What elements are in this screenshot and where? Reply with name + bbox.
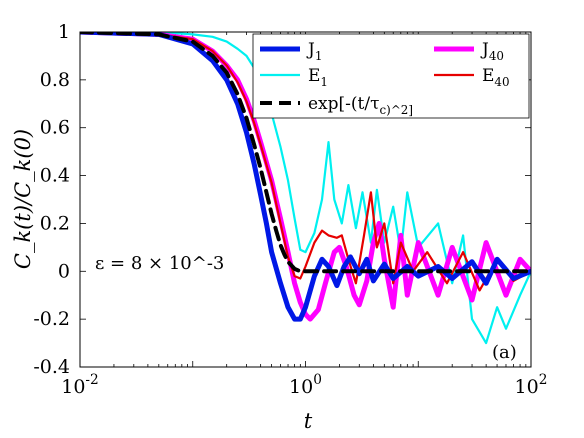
y-tick-label: 0 [58,260,70,282]
legend-label: J1 [306,40,322,63]
legend: J1 J40 E1 E40 exp[-(t/τc)^2] [252,33,530,119]
y-tick-label: 0.4 [40,165,70,187]
tick-label-layer: 10-2 100 102 -0.4 -0.2 0 0.2 0.4 0.6 0.8 1 [33,21,547,398]
y-tick-label: -0.4 [33,356,70,378]
legend-label: J40 [480,40,504,63]
plot-frame [79,31,532,368]
y-tick-label: 1 [58,21,70,43]
legend-label: exp[-(t/τc)^2] [308,94,413,117]
y-axis-label: C_k(t)/C_k(0) [11,129,35,269]
series-layer [80,32,531,345]
y-tick-label: 0.2 [40,212,70,234]
x-tick-label: 102 [515,372,548,398]
y-tick-label: -0.2 [33,308,70,330]
series-line [80,32,531,292]
x-tick-label: 100 [289,372,322,398]
x-axis-label: t [304,409,313,433]
legend-label: E40 [482,66,510,89]
x-tick-label: 10-2 [61,372,99,398]
y-tick-label: 0.8 [40,69,70,91]
panel-label: (a) [492,342,517,363]
legend-label: E1 [308,66,328,89]
series-line [80,32,531,274]
y-tick-label: 0.6 [40,117,70,139]
epsilon-annotation: ε = 8 × 10^-3 [95,253,224,274]
series-line [80,32,531,322]
